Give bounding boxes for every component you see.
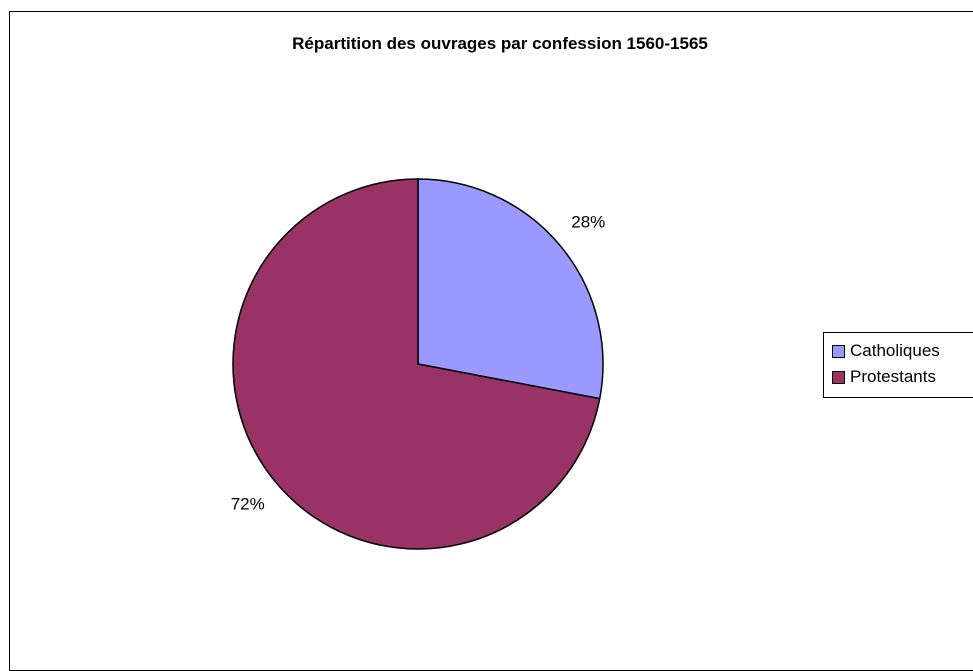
legend-label-protestants: Protestants xyxy=(850,367,936,386)
legend: Catholiques Protestants xyxy=(823,332,973,398)
pie-data-labels: 28% 72% xyxy=(231,213,606,514)
pie-slice-catholiques xyxy=(417,178,604,400)
legend-label-catholiques: Catholiques xyxy=(850,341,940,360)
legend-item-protestants: Protestants xyxy=(832,364,973,390)
legend-item-catholiques: Catholiques xyxy=(832,338,973,364)
chart-title: Répartition des ouvrages par confession … xyxy=(292,34,708,53)
pie-slice-protestants xyxy=(232,178,601,550)
pie-slices xyxy=(232,178,604,550)
pie-plot: 28% 72% xyxy=(231,178,606,550)
legend-swatch-catholiques xyxy=(832,344,845,358)
data-label-protestants: 72% xyxy=(231,494,265,513)
data-label-catholiques: 28% xyxy=(571,213,605,232)
legend-swatch-protestants xyxy=(832,370,845,384)
